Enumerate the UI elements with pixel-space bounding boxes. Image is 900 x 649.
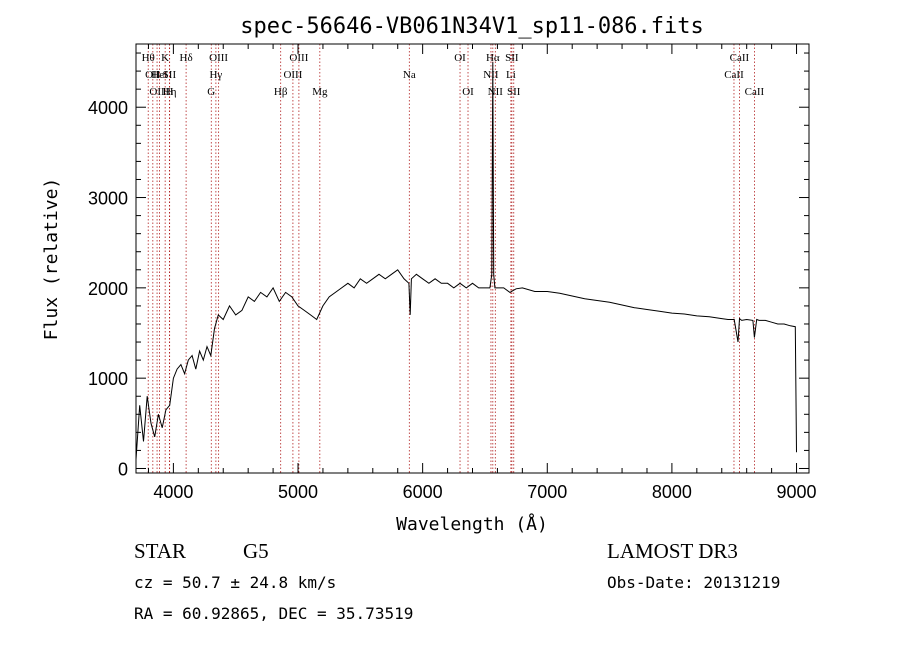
y-tick-label: 3000 bbox=[88, 189, 128, 209]
spectral-line-labels: HθOIIOIIHeIKHηSIIHHδGHγOIIIHβOIIIOIIIMgN… bbox=[142, 52, 765, 98]
x-tick-label: 9000 bbox=[777, 482, 817, 502]
line-label-3: HeI bbox=[151, 69, 168, 81]
line-label-22: Li bbox=[506, 69, 516, 81]
spectrum-line bbox=[135, 62, 797, 460]
coordinates-text: RA = 60.92865, DEC = 35.73519 bbox=[134, 604, 413, 623]
line-label-25: CaII bbox=[724, 69, 744, 81]
y-axis-ticks: 0 1000 2000 3000 4000 bbox=[88, 52, 809, 479]
line-label-6: SII bbox=[163, 69, 177, 81]
redshift-text: cz = 50.7 ± 24.8 km/s bbox=[134, 573, 336, 592]
line-label-5: Hη bbox=[163, 86, 177, 98]
plot-frame bbox=[135, 43, 810, 474]
survey-label: LAMOST DR3 bbox=[607, 539, 738, 563]
line-label-23: SII bbox=[505, 52, 519, 64]
x-tick-label: 4000 bbox=[153, 482, 193, 502]
line-label-12: Hβ bbox=[274, 86, 288, 98]
x-tick-label: 8000 bbox=[652, 482, 692, 502]
line-label-20: Hα bbox=[486, 52, 500, 64]
y-tick-label: 2000 bbox=[88, 279, 128, 299]
y-tick-label: 1000 bbox=[88, 369, 128, 389]
x-tick-label: 5000 bbox=[278, 482, 318, 502]
line-label-8: Hδ bbox=[180, 52, 193, 64]
y-axis-label: Flux (relative) bbox=[41, 178, 62, 341]
object-subclass: G5 bbox=[243, 539, 269, 563]
y-tick-label: 4000 bbox=[88, 98, 128, 118]
line-label-0: Hθ bbox=[142, 52, 155, 64]
line-label-2: OII bbox=[149, 86, 165, 98]
line-label-14: OIII bbox=[289, 52, 308, 64]
line-label-27: CaII bbox=[745, 86, 765, 98]
line-label-21: NII bbox=[488, 86, 504, 98]
line-label-4: K bbox=[161, 52, 169, 64]
line-label-1: OII bbox=[145, 69, 161, 81]
line-label-10: Hγ bbox=[209, 69, 222, 81]
line-label-19: NII bbox=[483, 69, 499, 81]
x-tick-label: 7000 bbox=[527, 482, 567, 502]
line-label-7: H bbox=[166, 86, 174, 98]
line-label-26: CaII bbox=[730, 52, 750, 64]
x-tick-label: 6000 bbox=[403, 482, 443, 502]
x-axis-ticks: 4000 5000 6000 7000 8000 9000 bbox=[147, 44, 817, 502]
line-label-9: G bbox=[207, 86, 215, 98]
object-class: STAR bbox=[134, 539, 186, 563]
line-label-13: OIII bbox=[283, 69, 302, 81]
spectral-line-markers bbox=[147, 44, 755, 473]
line-label-15: Mg bbox=[312, 86, 328, 98]
obs-date-text: Obs-Date: 20131219 bbox=[607, 573, 780, 592]
line-label-17: OI bbox=[454, 52, 466, 64]
line-label-11: OIII bbox=[209, 52, 228, 64]
line-label-24: SII bbox=[507, 86, 521, 98]
line-label-16: Na bbox=[403, 69, 416, 81]
y-tick-label: 0 bbox=[118, 459, 128, 479]
chart-title: spec-56646-VB061N34V1_sp11-086.fits bbox=[240, 14, 704, 39]
x-axis-label: Wavelength (Å) bbox=[396, 513, 548, 535]
line-label-18: OI bbox=[462, 86, 474, 98]
